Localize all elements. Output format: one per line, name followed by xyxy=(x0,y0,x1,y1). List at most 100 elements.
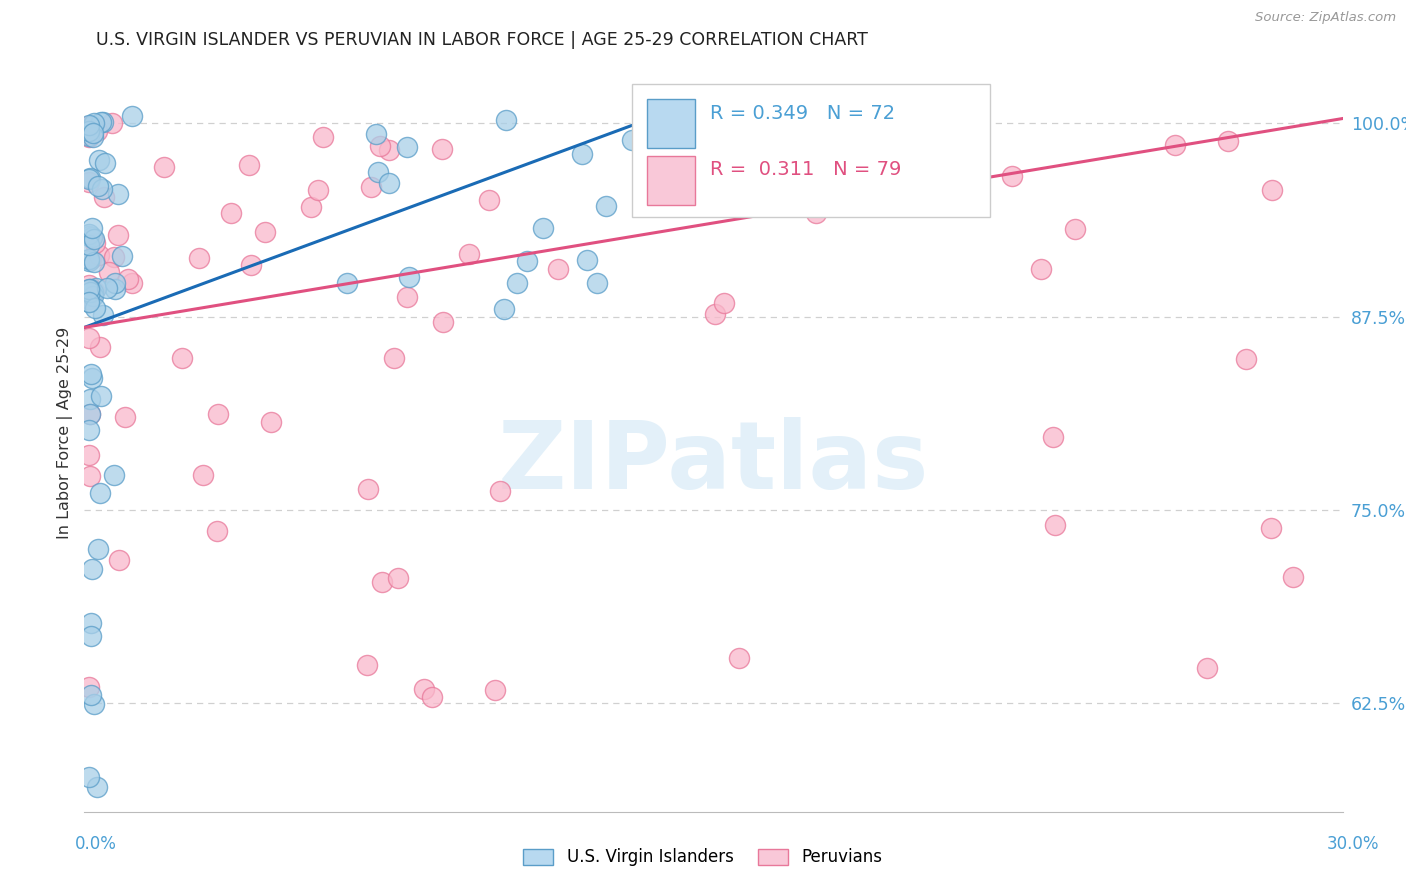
Point xyxy=(98,265,121,279)
Point xyxy=(77,292,100,306)
Point xyxy=(83,232,105,246)
Point xyxy=(595,199,617,213)
Point xyxy=(170,351,193,365)
Point xyxy=(77,129,100,144)
Point xyxy=(420,690,443,705)
Point xyxy=(727,650,749,665)
Point xyxy=(108,553,131,567)
Point xyxy=(575,252,598,267)
Point xyxy=(80,371,103,385)
Point xyxy=(621,133,644,147)
Point xyxy=(117,272,139,286)
Point xyxy=(101,116,124,130)
Point xyxy=(253,225,276,239)
Point xyxy=(382,351,405,366)
Point xyxy=(713,296,735,310)
Point xyxy=(103,277,125,291)
Point xyxy=(86,124,108,138)
Point xyxy=(80,367,103,381)
Point xyxy=(86,780,108,794)
Point xyxy=(77,423,100,437)
Point xyxy=(79,469,101,483)
Point xyxy=(104,281,127,295)
Point xyxy=(1282,570,1305,584)
Point xyxy=(77,448,100,462)
Point xyxy=(89,340,111,354)
Point xyxy=(506,276,529,290)
Point xyxy=(80,689,103,703)
Point xyxy=(77,295,100,310)
Point xyxy=(93,115,115,129)
Point xyxy=(432,315,454,329)
Point xyxy=(80,230,103,244)
Point xyxy=(1234,352,1257,367)
Point xyxy=(1195,661,1218,675)
Point xyxy=(371,574,394,589)
Point xyxy=(398,269,420,284)
Point xyxy=(103,250,125,264)
Point xyxy=(77,128,100,142)
Point xyxy=(77,770,100,784)
Point xyxy=(412,681,434,696)
Point xyxy=(91,308,114,322)
Point xyxy=(89,486,111,500)
Point xyxy=(1045,518,1067,533)
Point xyxy=(377,143,399,157)
Point xyxy=(84,301,107,315)
Point xyxy=(1064,222,1087,236)
Point xyxy=(367,165,389,179)
Point xyxy=(387,571,409,585)
Point xyxy=(77,331,100,345)
Point xyxy=(585,276,607,290)
Point xyxy=(87,178,110,193)
Point xyxy=(77,123,100,137)
Point xyxy=(121,276,143,290)
FancyBboxPatch shape xyxy=(647,156,695,205)
Point xyxy=(207,407,229,421)
Point xyxy=(93,190,115,204)
Text: Source: ZipAtlas.com: Source: ZipAtlas.com xyxy=(1256,11,1396,24)
Point xyxy=(193,468,215,483)
Point xyxy=(83,697,105,711)
Point xyxy=(96,280,118,294)
Point xyxy=(79,407,101,421)
Point xyxy=(357,483,380,497)
Legend: U.S. Virgin Islanders, Peruvians: U.S. Virgin Islanders, Peruvians xyxy=(516,842,890,873)
Point xyxy=(1218,135,1240,149)
Point xyxy=(114,410,136,425)
Point xyxy=(492,302,515,317)
Point xyxy=(103,467,125,482)
Point xyxy=(83,236,105,251)
Point xyxy=(90,182,112,196)
Point xyxy=(80,616,103,631)
Point xyxy=(356,658,378,673)
Point xyxy=(205,524,228,538)
Point xyxy=(457,247,479,261)
Point xyxy=(432,141,454,155)
Point xyxy=(83,116,105,130)
FancyBboxPatch shape xyxy=(631,84,990,217)
Point xyxy=(90,389,112,403)
Point xyxy=(153,161,176,175)
Point xyxy=(77,118,100,132)
Point xyxy=(77,227,100,241)
Point xyxy=(307,183,329,197)
Point xyxy=(84,280,107,294)
Text: 0.0%: 0.0% xyxy=(75,835,117,853)
Point xyxy=(79,170,101,185)
Point xyxy=(79,408,101,422)
Point xyxy=(87,153,110,167)
Point xyxy=(368,139,391,153)
Point xyxy=(77,254,100,268)
Point xyxy=(710,159,733,173)
Point xyxy=(80,122,103,136)
Point xyxy=(77,119,100,133)
Point xyxy=(77,120,100,134)
Point xyxy=(107,227,129,242)
Point xyxy=(221,206,243,220)
Point xyxy=(107,187,129,202)
Point xyxy=(77,175,100,189)
Point xyxy=(79,285,101,299)
Point xyxy=(239,258,262,272)
Point xyxy=(77,124,100,138)
